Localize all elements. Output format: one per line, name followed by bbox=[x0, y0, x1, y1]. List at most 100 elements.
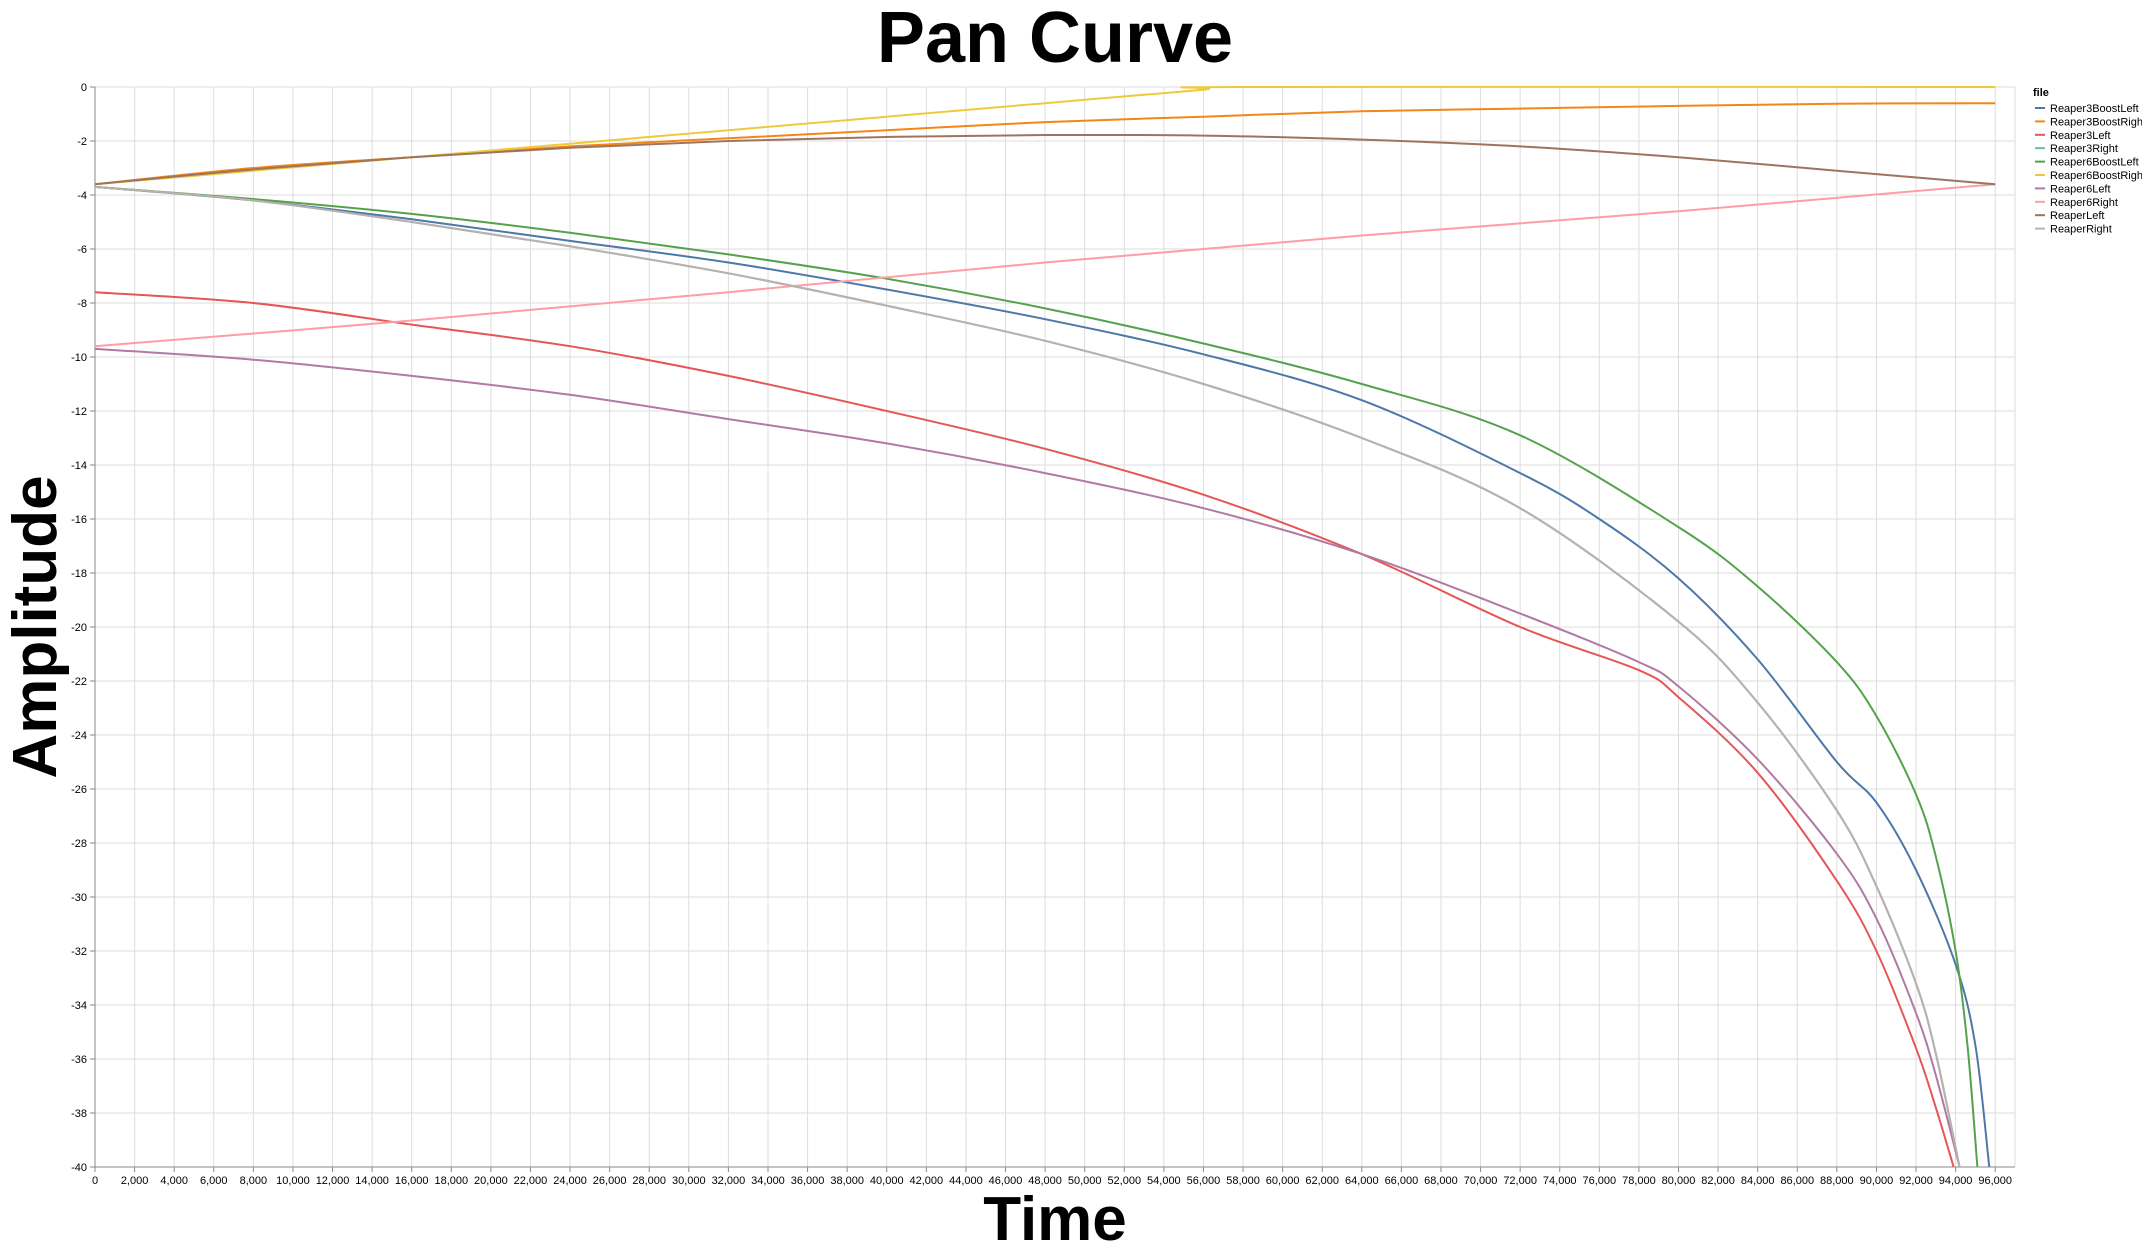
y-tick-label: -32 bbox=[71, 946, 87, 958]
x-tick-label: 44,000 bbox=[949, 1175, 983, 1187]
y-tick-label: -30 bbox=[71, 892, 87, 904]
x-tick-label: 62,000 bbox=[1305, 1175, 1339, 1187]
x-tick-label: 50,000 bbox=[1068, 1175, 1102, 1187]
legend-item[interactable]: Reaper3BoostRight bbox=[2035, 116, 2142, 128]
x-tick-label: 46,000 bbox=[989, 1175, 1023, 1187]
x-tick-label: 82,000 bbox=[1701, 1175, 1735, 1187]
x-tick-label: 58,000 bbox=[1226, 1175, 1260, 1187]
x-tick-label: 64,000 bbox=[1345, 1175, 1379, 1187]
x-tick-label: 70,000 bbox=[1464, 1175, 1498, 1187]
legend-title: file bbox=[2033, 87, 2049, 99]
y-axis-title: Amplitude bbox=[1, 475, 70, 778]
legend-item[interactable]: Reaper6Left bbox=[2035, 183, 2111, 195]
y-tick-label: -10 bbox=[71, 352, 87, 364]
y-tick-label: 0 bbox=[81, 82, 87, 94]
x-tick-label: 28,000 bbox=[632, 1175, 666, 1187]
y-tick-label: -24 bbox=[71, 730, 87, 742]
x-tick-label: 76,000 bbox=[1583, 1175, 1617, 1187]
y-tick-label: -2 bbox=[77, 136, 87, 148]
legend-item[interactable]: Reaper6BoostLeft bbox=[2035, 157, 2139, 169]
legend-label: Reaper6Left bbox=[2050, 183, 2111, 195]
series-line-reaper3boostleft bbox=[95, 185, 1991, 1167]
series-line-reaper6left bbox=[95, 347, 1961, 1167]
y-tick-label: -22 bbox=[71, 676, 87, 688]
series-lines bbox=[95, 85, 1996, 1167]
x-tick-label: 68,000 bbox=[1424, 1175, 1458, 1187]
x-tick-label: 26,000 bbox=[593, 1175, 627, 1187]
x-tick-label: 30,000 bbox=[672, 1175, 706, 1187]
y-tick-label: -26 bbox=[71, 784, 87, 796]
x-tick-label: 14,000 bbox=[355, 1175, 389, 1187]
legend-label: Reaper6BoostRight bbox=[2050, 170, 2142, 182]
y-tick-label: -38 bbox=[71, 1108, 87, 1120]
x-tick-label: 36,000 bbox=[791, 1175, 825, 1187]
x-tick-label: 34,000 bbox=[751, 1175, 785, 1187]
x-tick-label: 4,000 bbox=[160, 1175, 188, 1187]
y-tick-label: -34 bbox=[71, 1000, 87, 1012]
chart-title: Pan Curve bbox=[877, 0, 1233, 78]
y-tick-label: -16 bbox=[71, 514, 87, 526]
x-tick-label: 10,000 bbox=[276, 1175, 310, 1187]
x-tick-label: 52,000 bbox=[1107, 1175, 1141, 1187]
axes: 0 2,000 4,000 6,000 8,000 10,000 12,000 14,000 1… bbox=[71, 82, 2015, 1187]
y-tick-label: -8 bbox=[77, 298, 87, 310]
grid bbox=[94, 86, 2016, 1168]
series-line-reaper3right bbox=[95, 185, 1961, 1167]
series-line-reaper6boostleft bbox=[95, 185, 1979, 1167]
y-tick-label: -20 bbox=[71, 622, 87, 634]
legend-item[interactable]: Reaper3BoostLeft bbox=[2035, 103, 2139, 115]
legend-label: Reaper3Left bbox=[2050, 130, 2111, 142]
x-tick-label: 92,000 bbox=[1899, 1175, 1933, 1187]
x-axis-title: Time bbox=[983, 1185, 1127, 1254]
x-tick-label: 90,000 bbox=[1860, 1175, 1894, 1187]
x-tick-label: 38,000 bbox=[830, 1175, 864, 1187]
x-tick-label: 60,000 bbox=[1266, 1175, 1300, 1187]
legend-label: ReaperRight bbox=[2050, 224, 2112, 236]
legend-label: Reaper3BoostRight bbox=[2050, 116, 2142, 128]
x-tick-label: 48,000 bbox=[1028, 1175, 1062, 1187]
x-tick-label: 24,000 bbox=[553, 1175, 587, 1187]
x-tick-label: 16,000 bbox=[395, 1175, 429, 1187]
x-tick-label: 20,000 bbox=[474, 1175, 508, 1187]
x-tick-label: 72,000 bbox=[1503, 1175, 1537, 1187]
legend-item[interactable]: Reaper3Left bbox=[2035, 130, 2111, 142]
x-tick-label: 22,000 bbox=[514, 1175, 548, 1187]
legend-item[interactable]: Reaper6BoostRight bbox=[2035, 170, 2142, 182]
x-tick-label: 74,000 bbox=[1543, 1175, 1577, 1187]
series-line-reaper6right bbox=[95, 183, 1996, 348]
legend-item[interactable]: Reaper3Right bbox=[2035, 143, 2118, 155]
x-tick-label: 42,000 bbox=[910, 1175, 944, 1187]
x-tick-label: 86,000 bbox=[1780, 1175, 1814, 1187]
y-tick-label: -36 bbox=[71, 1054, 87, 1066]
x-tick-label: 40,000 bbox=[870, 1175, 904, 1187]
x-tick-label: 2,000 bbox=[121, 1175, 149, 1187]
x-tick-label: 18,000 bbox=[434, 1175, 468, 1187]
x-tick-label: 80,000 bbox=[1662, 1175, 1696, 1187]
x-tick-label: 66,000 bbox=[1385, 1175, 1419, 1187]
y-tick-label: -18 bbox=[71, 568, 87, 580]
legend-label: Reaper3BoostLeft bbox=[2050, 103, 2139, 115]
legend-label: Reaper6BoostLeft bbox=[2050, 157, 2139, 169]
x-tick-label: 78,000 bbox=[1622, 1175, 1656, 1187]
x-tick-label: 0 bbox=[92, 1175, 98, 1187]
y-tick-label: -12 bbox=[71, 406, 87, 418]
x-tick-label: 6,000 bbox=[200, 1175, 228, 1187]
x-tick-label: 84,000 bbox=[1741, 1175, 1775, 1187]
legend-item[interactable]: Reaper6Right bbox=[2035, 197, 2118, 209]
x-tick-label: 56,000 bbox=[1187, 1175, 1221, 1187]
legend-label: Reaper6Right bbox=[2050, 197, 2118, 209]
y-tick-label: -28 bbox=[71, 838, 87, 850]
series-line-reaperleft bbox=[95, 133, 1996, 186]
legend-item[interactable]: ReaperLeft bbox=[2035, 210, 2104, 222]
legend-label: Reaper3Right bbox=[2050, 143, 2118, 155]
x-tick-label: 54,000 bbox=[1147, 1175, 1181, 1187]
legend-label: ReaperLeft bbox=[2050, 210, 2104, 222]
x-tick-label: 94,000 bbox=[1939, 1175, 1973, 1187]
x-tick-label: 96,000 bbox=[1978, 1175, 2012, 1187]
legend-item[interactable]: ReaperRight bbox=[2035, 224, 2112, 236]
y-tick-label: -4 bbox=[77, 190, 87, 202]
y-tick-label: -14 bbox=[71, 460, 87, 472]
x-tick-label: 32,000 bbox=[712, 1175, 746, 1187]
